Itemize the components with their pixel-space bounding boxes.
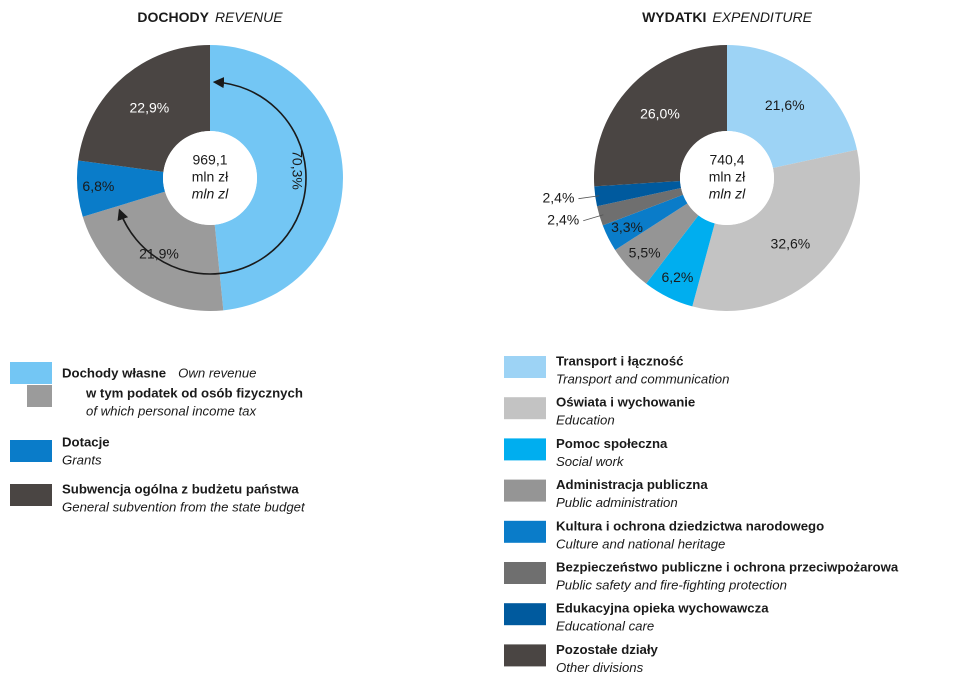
center-total: 740,4 [709,152,744,168]
legend-label: Oświata i wychowanie [556,395,695,410]
legend-label-en: Public safety and fire-fighting protecti… [556,577,787,592]
legend-label-en: Education [556,413,615,428]
data-label: 6,8% [82,178,114,194]
data-label: 21,6% [765,97,805,113]
legend-label: Administracja publiczna [556,477,708,492]
center-unit-en: mln zl [709,186,746,202]
data-label: 6,2% [661,269,693,285]
legend-label: Pozostałe działy [556,642,659,657]
center-unit: mln zł [192,169,229,185]
legend-label-en: Culture and national heritage [556,536,725,551]
legend-swatch [10,362,52,384]
center-unit-en: mln zl [192,186,229,202]
legend-swatch [504,356,546,378]
legend-swatch [504,397,546,420]
legend-swatch [504,644,546,667]
chart-title: DOCHODY REVENUE [137,9,283,25]
legend-label-en: General subvention from the state budget [62,499,306,514]
legend-swatch [504,603,546,626]
data-label: 21,9% [139,245,179,261]
data-label: 2,4% [543,189,575,205]
leader-line [578,195,600,200]
title-pl: DOCHODY [137,9,209,25]
annotation-label: 70,3% [289,150,305,190]
data-label: 3,3% [611,219,643,235]
data-label: 22,9% [130,100,170,116]
legend-swatch [504,479,546,502]
legend-swatch [504,438,546,461]
leader-line [583,214,604,222]
legend-label: Dochody własne [62,365,166,380]
annotation-arc [117,77,307,275]
title-pl: WYDATKI [642,9,706,25]
donut-segment [692,149,861,311]
data-label: 2,4% [547,211,579,227]
donut-hole [680,131,774,225]
donut-segment [82,191,224,311]
title-en: REVENUE [215,9,283,25]
legend-label-en: Transport and communication [556,371,729,386]
legend-label: Dotacje [62,434,110,449]
data-label: 26,0% [640,106,680,122]
title-en: EXPENDITURE [712,9,812,25]
legend-label: Kultura i ochrona dziedzictwa narodowego [556,518,824,533]
legend-label: Pomoc społeczna [556,436,668,451]
data-label: 32,6% [771,235,811,251]
donut-segment [210,45,344,311]
chart-title: WYDATKI EXPENDITURE [642,9,813,25]
legend-swatch [504,520,546,543]
center-unit: mln zł [709,169,746,185]
legend-label-en: Grants [62,452,102,467]
legend-label: Subwencja ogólna z budżetu państwa [62,481,299,496]
legend-label-en: Public administration [556,495,678,510]
donut-segment [594,180,682,207]
legend-swatch [27,385,52,407]
legend-label: Transport i łączność [556,353,684,368]
donut-segment [646,215,715,307]
legend-label-en: Other divisions [556,660,644,675]
center-total: 969,1 [192,152,227,168]
legend-label: Bezpieczeństwo publiczne i ochrona przec… [556,559,899,574]
donut-segment [602,194,688,250]
legend-swatch [10,484,52,506]
legend-swatch [504,562,546,584]
legend-label-en: Own revenue [178,365,256,380]
legend-label-en: of which personal income tax [86,403,256,418]
donut-segment [615,203,699,284]
legend-label-en: Social work [556,454,625,469]
legend-label-en: Educational care [556,619,654,634]
legend-label: Edukacyjna opieka wychowawcza [556,601,769,616]
legend-swatch [10,440,52,462]
donut-segment [597,187,684,226]
data-label: 5,5% [629,245,661,261]
donut-segment [727,45,857,169]
donut-segment [594,45,727,187]
legend-label: w tym podatek od osób fizycznych [85,385,303,400]
